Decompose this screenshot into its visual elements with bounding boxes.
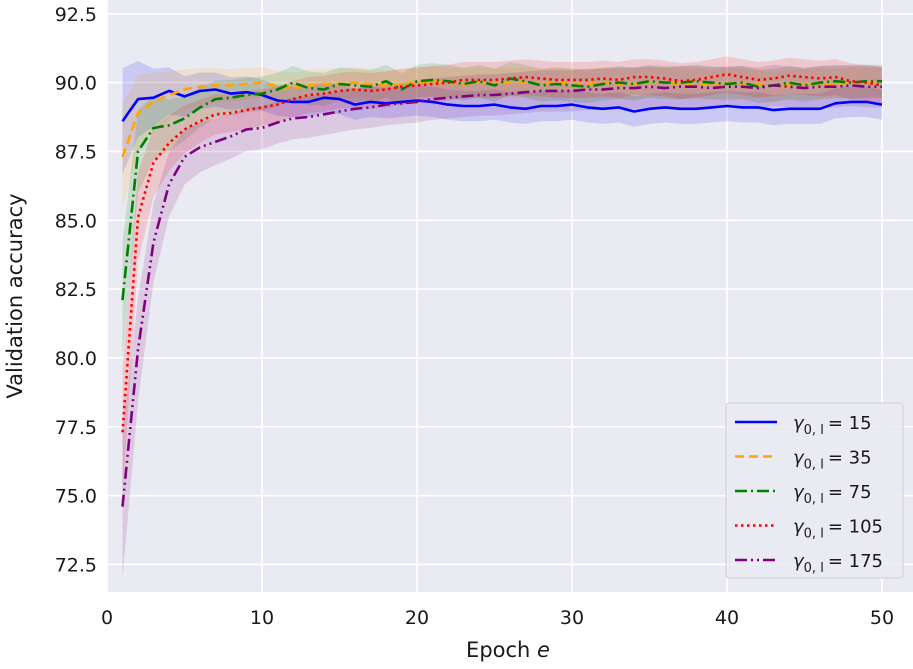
y-tick-label: 92.5 bbox=[55, 4, 97, 26]
line-series-2 bbox=[121, 77, 882, 301]
legend-subscript: 0, l bbox=[804, 561, 824, 576]
x-axis-label-variable: e bbox=[537, 638, 550, 662]
line-series-0 bbox=[121, 88, 883, 122]
x-tick-label: 0 bbox=[101, 607, 113, 629]
legend-value: = 15 bbox=[828, 413, 872, 434]
x-axis-label: Epoch e bbox=[466, 638, 550, 662]
y-tick-label: 72.5 bbox=[55, 554, 97, 576]
y-tick-label: 77.5 bbox=[55, 417, 97, 439]
y-axis-label: Validation accuracy bbox=[3, 193, 27, 398]
legend-value: = 175 bbox=[828, 551, 883, 572]
x-tick-label: 20 bbox=[405, 607, 429, 629]
series-lines bbox=[121, 73, 883, 507]
y-tick-label: 75.0 bbox=[55, 486, 97, 508]
y-tick-labels: 72.5 75.0 77.5 80.0 82.5 85.0 87.5 90.0 92.5 bbox=[55, 4, 97, 577]
legend-value: = 35 bbox=[828, 448, 872, 469]
band-series-3 bbox=[122, 56, 882, 495]
legend-symbol: γ bbox=[793, 551, 805, 572]
legend-subscript: 0, l bbox=[804, 527, 824, 542]
x-tick-label: 40 bbox=[715, 607, 739, 629]
legend-box bbox=[725, 402, 904, 579]
x-tick-label: 50 bbox=[870, 607, 894, 629]
legend-label: γ0, l = 175 bbox=[793, 551, 883, 576]
y-tick-label: 85.0 bbox=[55, 210, 97, 232]
y-tick-label: 90.0 bbox=[55, 73, 97, 95]
legend-value: = 75 bbox=[828, 482, 872, 503]
legend-value: = 105 bbox=[828, 517, 883, 538]
legend-subscript: 0, l bbox=[804, 423, 824, 438]
x-tick-labels: 0 10 20 30 40 50 bbox=[101, 607, 894, 629]
y-tick-label: 87.5 bbox=[55, 141, 97, 163]
x-axis-label-text: Epoch bbox=[466, 638, 537, 662]
band-series-1 bbox=[122, 66, 882, 210]
legend-symbol: γ bbox=[793, 448, 805, 469]
legend-label: γ0, l = 35 bbox=[793, 448, 872, 473]
y-tick-label: 82.5 bbox=[55, 279, 97, 301]
x-tick-label: 10 bbox=[250, 607, 274, 629]
legend-label: γ0, l = 15 bbox=[793, 413, 872, 438]
x-tick-label: 30 bbox=[560, 607, 584, 629]
legend-subscript: 0, l bbox=[804, 458, 824, 473]
legend-label: γ0, l = 75 bbox=[793, 482, 872, 507]
legend-subscript: 0, l bbox=[804, 492, 824, 507]
y-tick-label: 80.0 bbox=[55, 348, 97, 370]
line-series-1 bbox=[121, 79, 882, 158]
line-series-4 bbox=[121, 84, 882, 507]
legend-symbol: γ bbox=[793, 517, 805, 538]
legend-symbol: γ bbox=[793, 482, 805, 503]
line-series-3 bbox=[121, 73, 883, 433]
legend-symbol: γ bbox=[793, 413, 805, 434]
legend-label: γ0, l = 105 bbox=[793, 517, 883, 542]
